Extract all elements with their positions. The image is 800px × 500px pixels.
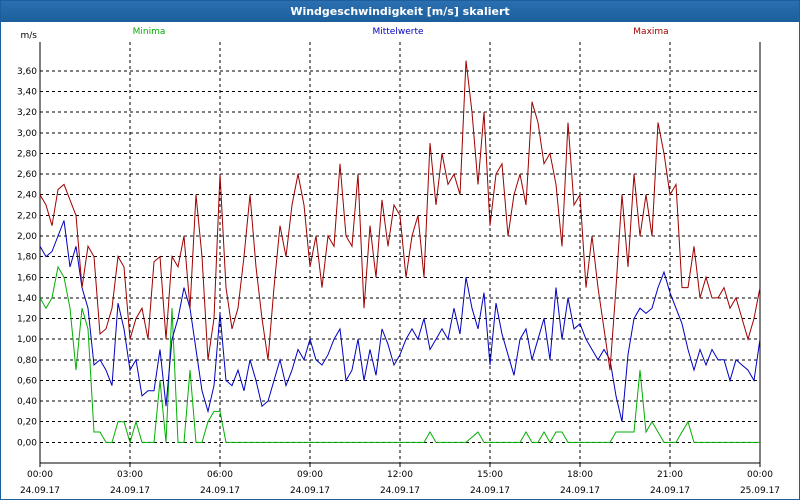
x-tick-label: 12:00 xyxy=(387,470,413,480)
y-tick-label: 1,20 xyxy=(17,315,37,325)
y-tick-label: 1,60 xyxy=(17,273,37,283)
x-tick-label: 09:00 xyxy=(297,470,323,480)
x-tick-date: 24.09.17 xyxy=(650,486,690,496)
y-tick-label: 0,40 xyxy=(17,397,37,407)
y-tick-label: 1,00 xyxy=(17,335,37,345)
y-tick-label: 3,40 xyxy=(17,88,37,98)
series-line-minima xyxy=(39,265,760,445)
y-tick-label: 2,40 xyxy=(17,191,37,201)
x-tick-date: 24.09.17 xyxy=(110,486,150,496)
x-tick-label: 00:00 xyxy=(747,470,773,480)
y-tick-label: 0,80 xyxy=(17,356,37,366)
y-tick-label: 0,00 xyxy=(17,438,37,448)
y-tick-label: 3,20 xyxy=(17,108,37,118)
x-tick-date: 24.09.17 xyxy=(470,486,510,496)
y-tick-label: 2,20 xyxy=(17,211,37,221)
y-tick-label: 3,60 xyxy=(17,67,37,77)
legend-mittelwerte: Mittelwerte xyxy=(372,27,423,37)
y-tick-label: 2,00 xyxy=(17,232,37,242)
y-tick-label: 1,80 xyxy=(17,253,37,263)
x-tick-date: 24.09.17 xyxy=(200,486,240,496)
x-tick-date: 25.09.17 xyxy=(740,486,780,496)
x-tick-label: 15:00 xyxy=(477,470,503,480)
series-line-maxima xyxy=(39,60,761,371)
x-tick-label: 06:00 xyxy=(207,470,233,480)
x-tick-label: 03:00 xyxy=(117,470,143,480)
x-tick-label: 21:00 xyxy=(657,470,683,480)
x-tick-date: 24.09.17 xyxy=(380,486,420,496)
y-tick-label: 0,20 xyxy=(17,418,37,428)
y-tick-label: 2,60 xyxy=(17,170,37,180)
legend-maxima: Maxima xyxy=(633,27,668,37)
x-tick-date: 24.09.17 xyxy=(20,486,60,496)
chart-area: 0,00 0,20 0,40 0,60 0,80 1,00 1,20 1,40 1,60 1,80… xyxy=(17,27,780,496)
y-tick-label: 2,80 xyxy=(17,149,37,159)
y-tick-label: 3,00 xyxy=(17,129,37,139)
y-tick-label: 1,40 xyxy=(17,294,37,304)
x-tick-date: 24.09.17 xyxy=(560,486,600,496)
series-line-mittelwerte xyxy=(39,220,761,422)
x-tick-label: 18:00 xyxy=(567,470,593,480)
legend-minima: Minima xyxy=(133,27,166,37)
x-tick-label: 00:00 xyxy=(27,470,53,480)
chart-title: Windgeschwindigkeit [m/s] skaliert xyxy=(1,1,799,22)
x-tick-date: 24.09.17 xyxy=(290,486,330,496)
y-axis-unit: m/s xyxy=(21,31,38,41)
y-tick-label: 0,60 xyxy=(17,376,37,386)
